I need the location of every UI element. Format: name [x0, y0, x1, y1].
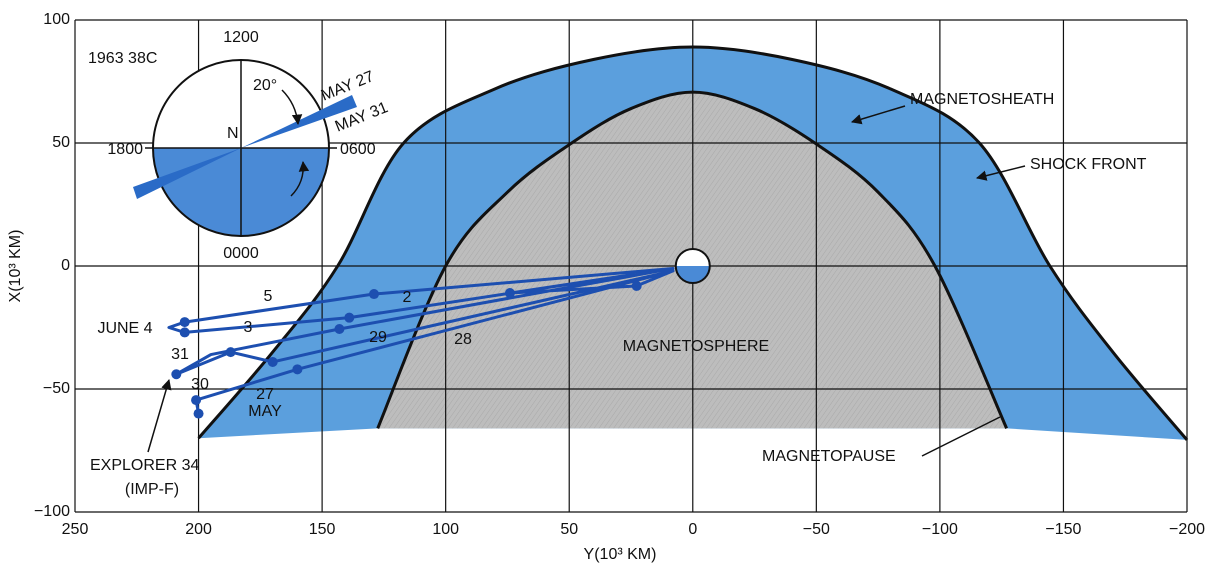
- inset-label: 0000: [223, 245, 259, 262]
- trajectory-point: [369, 289, 379, 299]
- day-label: 31: [171, 346, 189, 363]
- inset-label: 0600: [340, 141, 376, 158]
- trajectory-point: [334, 324, 344, 334]
- day-label: MAY: [248, 403, 282, 420]
- x-tick-label: −200: [1169, 521, 1205, 538]
- boundary-label: SHOCK FRONT: [1030, 156, 1147, 173]
- day-label: 27: [256, 386, 274, 403]
- trajectory-point: [194, 409, 204, 419]
- satellite-label: (IMP-F): [125, 481, 179, 498]
- chart: 250 200 150 100 50 0 −50 −100 −150 −200 100 50 0 −50 −…: [0, 0, 1210, 565]
- day-label: 29: [369, 329, 387, 346]
- inset-label: 1800: [107, 141, 143, 158]
- x-tick-label: 200: [185, 521, 212, 538]
- trajectory-point: [180, 317, 190, 327]
- x-tick-label: 50: [560, 521, 578, 538]
- trajectory-point: [268, 357, 278, 367]
- trajectory-point: [180, 327, 190, 337]
- x-tick-label: −50: [803, 521, 830, 538]
- day-label: JUNE 4: [97, 320, 152, 337]
- annotation-arrow: [148, 380, 169, 452]
- trajectory-point: [191, 395, 201, 405]
- x-tick-label: 150: [309, 521, 336, 538]
- y-tick-label: −100: [34, 503, 70, 520]
- y-tick-label: 0: [61, 257, 70, 274]
- trajectory-point: [226, 347, 236, 357]
- trajectory-point: [505, 288, 515, 298]
- x-axis-label: Y(10³ KM): [584, 546, 657, 563]
- boundary-label: MAGNETOPAUSE: [762, 448, 896, 465]
- y-tick-label: −50: [43, 380, 70, 397]
- y-tick-label: 50: [52, 134, 70, 151]
- y-tick-label: 100: [43, 11, 70, 28]
- x-tick-label: −150: [1045, 521, 1081, 538]
- day-label: 28: [454, 331, 472, 348]
- trajectory-point: [171, 369, 181, 379]
- inset: 1963 38C 1200 1800 0600 0000 N 20° MAY 2…: [88, 29, 391, 262]
- x-tick-label: 250: [62, 521, 89, 538]
- region-label: MAGNETOSPHERE: [623, 338, 769, 355]
- y-axis-label: X(10³ KM): [7, 230, 24, 303]
- day-label: 5: [264, 288, 273, 305]
- x-tick-label: −100: [922, 521, 958, 538]
- region-label: MAGNETOSHEATH: [910, 91, 1054, 108]
- x-tick-label: 100: [432, 521, 459, 538]
- day-label: 3: [244, 319, 253, 336]
- satellite-label: EXPLORER 34: [90, 457, 199, 474]
- day-label: 2: [403, 289, 412, 306]
- inset-title: 1963 38C: [88, 50, 157, 67]
- inset-label: 1200: [223, 29, 259, 46]
- trajectory-point: [632, 281, 642, 291]
- inset-label: N: [227, 125, 239, 142]
- x-tick-label: 0: [688, 521, 697, 538]
- day-label: 30: [191, 376, 209, 393]
- inset-label: 20°: [253, 77, 277, 94]
- trajectory-point: [344, 313, 354, 323]
- trajectory-point: [292, 364, 302, 374]
